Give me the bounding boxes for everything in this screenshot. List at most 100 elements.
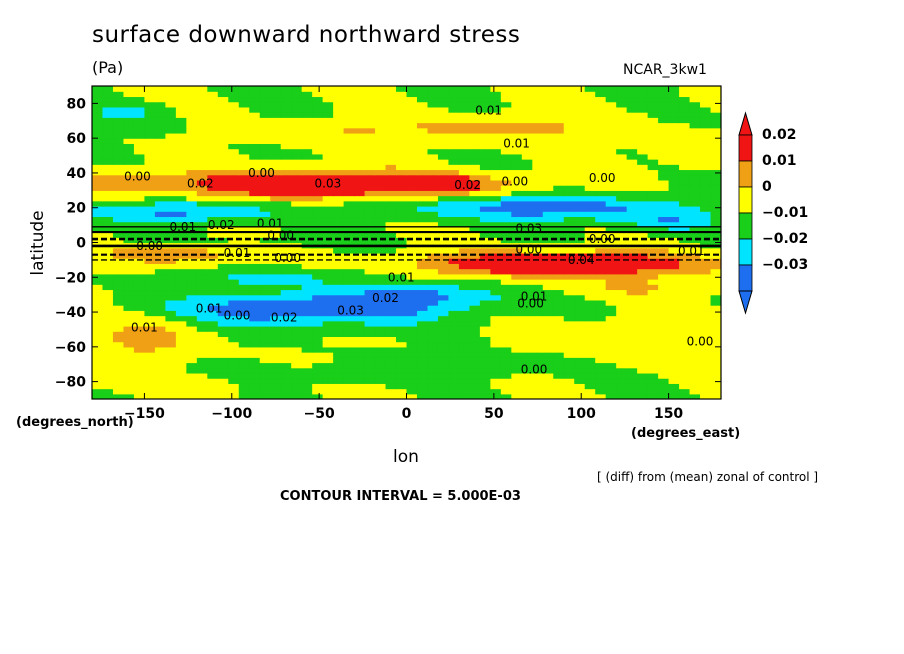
- heatmap-cell: [710, 106, 721, 113]
- heatmap-cell: [280, 273, 292, 280]
- heatmap-cell: [259, 221, 271, 228]
- heatmap-cell: [249, 315, 261, 322]
- heatmap-cell: [574, 117, 586, 124]
- heatmap-cell: [689, 268, 701, 275]
- heatmap-cell: [553, 164, 565, 171]
- heatmap-cell: [123, 232, 135, 238]
- heatmap-cell: [448, 232, 460, 238]
- heatmap-cell: [658, 305, 670, 311]
- heatmap-cell: [542, 174, 554, 181]
- heatmap-cell: [679, 221, 691, 228]
- heatmap-cell: [689, 294, 701, 301]
- heatmap-cell: [375, 331, 387, 337]
- heatmap-cell: [437, 211, 450, 218]
- heatmap-cell: [102, 325, 114, 332]
- heatmap-cell: [228, 263, 240, 270]
- heatmap-cell: [710, 185, 721, 191]
- heatmap-cell: [238, 117, 250, 124]
- heatmap-cell: [626, 179, 638, 186]
- heatmap-cell: [280, 200, 292, 207]
- heatmap-cell: [490, 331, 502, 337]
- y-tick: 60: [67, 131, 721, 147]
- heatmap-cell: [542, 179, 554, 186]
- heatmap-cell: [437, 378, 450, 384]
- heatmap-cell: [396, 132, 408, 139]
- heatmap-cell: [500, 164, 512, 171]
- heatmap-cell: [584, 346, 596, 353]
- heatmap-cell: [259, 232, 271, 238]
- heatmap-cell: [626, 112, 638, 118]
- heatmap-cell: [689, 362, 701, 369]
- heatmap-cell: [322, 247, 334, 254]
- heatmap-cell: [679, 91, 691, 98]
- heatmap-cell: [175, 237, 187, 244]
- heatmap-cell: [175, 127, 187, 134]
- heatmap-cell: [448, 378, 460, 384]
- heatmap-cell: [259, 226, 271, 233]
- heatmap-cell: [595, 362, 607, 369]
- heatmap-cell: [700, 195, 712, 202]
- heatmap-cell: [427, 247, 439, 254]
- heatmap-cell: [595, 148, 607, 155]
- heatmap-cell: [238, 320, 250, 327]
- heatmap-cell: [333, 169, 345, 176]
- heatmap-cell: [123, 190, 135, 197]
- heatmap-cell: [154, 268, 166, 275]
- heatmap-cell: [500, 378, 512, 384]
- heatmap-cell: [238, 352, 250, 358]
- heatmap-cell: [238, 205, 250, 212]
- heatmap-cell: [521, 117, 533, 124]
- heatmap-cell: [375, 211, 387, 218]
- heatmap-cell: [700, 91, 712, 98]
- heatmap-cell: [280, 315, 292, 322]
- heatmap-cell: [595, 138, 607, 144]
- heatmap-cell: [563, 101, 575, 108]
- heatmap-cell: [343, 320, 355, 327]
- heatmap-cell: [175, 122, 187, 129]
- heatmap-cell: [448, 393, 460, 399]
- heatmap-cell: [354, 320, 366, 327]
- heatmap-cell: [322, 185, 334, 191]
- heatmap-cell: [490, 299, 502, 306]
- heatmap-cell: [553, 237, 565, 244]
- heatmap-cell: [584, 388, 596, 395]
- heatmap-cell: [448, 91, 460, 98]
- heatmap-cell: [385, 138, 397, 144]
- heatmap-cell: [532, 268, 544, 275]
- heatmap-cell: [689, 179, 701, 186]
- heatmap-cell: [679, 226, 691, 233]
- heatmap-cell: [217, 132, 229, 139]
- heatmap-cell: [553, 101, 565, 108]
- heatmap-cell: [123, 148, 135, 155]
- heatmap-cell: [637, 383, 649, 390]
- heatmap-cell: [448, 112, 460, 118]
- heatmap-cell: [175, 211, 187, 218]
- heatmap-cell: [301, 388, 313, 395]
- heatmap-cell: [406, 153, 418, 160]
- heatmap-cell: [406, 320, 418, 327]
- heatmap-cell: [301, 153, 313, 160]
- heatmap-cell: [354, 164, 366, 171]
- heatmap-cell: [437, 122, 450, 129]
- heatmap-cell: [165, 362, 177, 369]
- heatmap-cell: [249, 148, 261, 155]
- heatmap-cell: [333, 383, 345, 390]
- heatmap-cell: [595, 341, 607, 348]
- heatmap-cell: [458, 91, 470, 98]
- heatmap-cell: [364, 211, 376, 218]
- heatmap-cell: [679, 273, 691, 280]
- heatmap-cell: [186, 86, 198, 92]
- heatmap-cell: [521, 232, 533, 238]
- x-tick: 50: [484, 86, 504, 422]
- contour-label: 0.00: [687, 335, 714, 349]
- heatmap-cell: [238, 341, 250, 348]
- heatmap-cell: [427, 383, 439, 390]
- heatmap-cell: [532, 91, 544, 98]
- heatmap-cell: [626, 383, 638, 390]
- heatmap-cell: [207, 211, 219, 218]
- heatmap-cell: [92, 169, 104, 176]
- heatmap-cell: [385, 169, 397, 176]
- heatmap-cell: [396, 127, 408, 134]
- heatmap-cell: [270, 320, 282, 327]
- heatmap-cell: [637, 331, 649, 337]
